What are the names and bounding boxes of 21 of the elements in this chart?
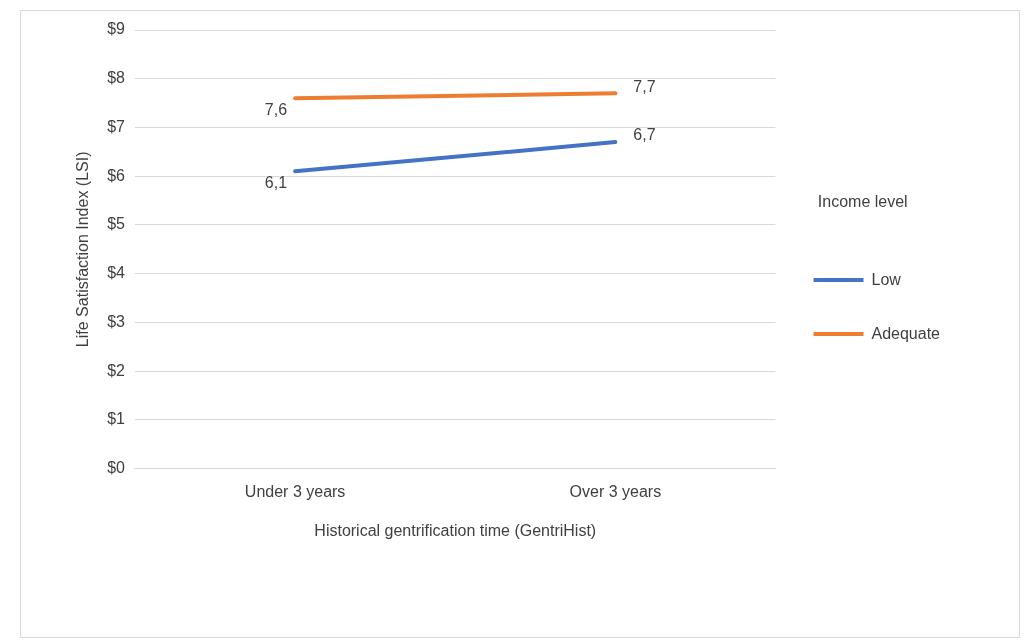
- y-tick-label: $7: [107, 117, 126, 135]
- x-axis-title: Historical gentrification time (GentriHist): [314, 521, 597, 539]
- y-tick-label: $5: [107, 215, 126, 233]
- x-tick-label: Under 3 years: [244, 482, 346, 500]
- data-label: 7,7: [633, 77, 656, 95]
- legend-title: Income level: [817, 193, 908, 211]
- y-tick-label: $9: [107, 20, 126, 38]
- y-tick-label: $1: [107, 410, 126, 428]
- x-tick-label: Over 3 years: [569, 482, 662, 500]
- legend-label: Low: [871, 270, 902, 288]
- y-tick-label: $6: [107, 166, 126, 184]
- y-tick-label: $3: [107, 312, 126, 330]
- y-tick-label: $2: [107, 361, 126, 379]
- y-tick-label: $0: [107, 459, 126, 477]
- data-label: 6,1: [264, 173, 288, 191]
- y-axis-title: Life Satisfaction Index (LSI): [74, 151, 92, 348]
- y-tick-label: $8: [107, 69, 126, 87]
- data-label: 6,7: [633, 126, 656, 144]
- y-tick-label: $4: [107, 264, 126, 282]
- legend-label: Adequate: [871, 324, 941, 342]
- data-label: 7,6: [264, 100, 288, 118]
